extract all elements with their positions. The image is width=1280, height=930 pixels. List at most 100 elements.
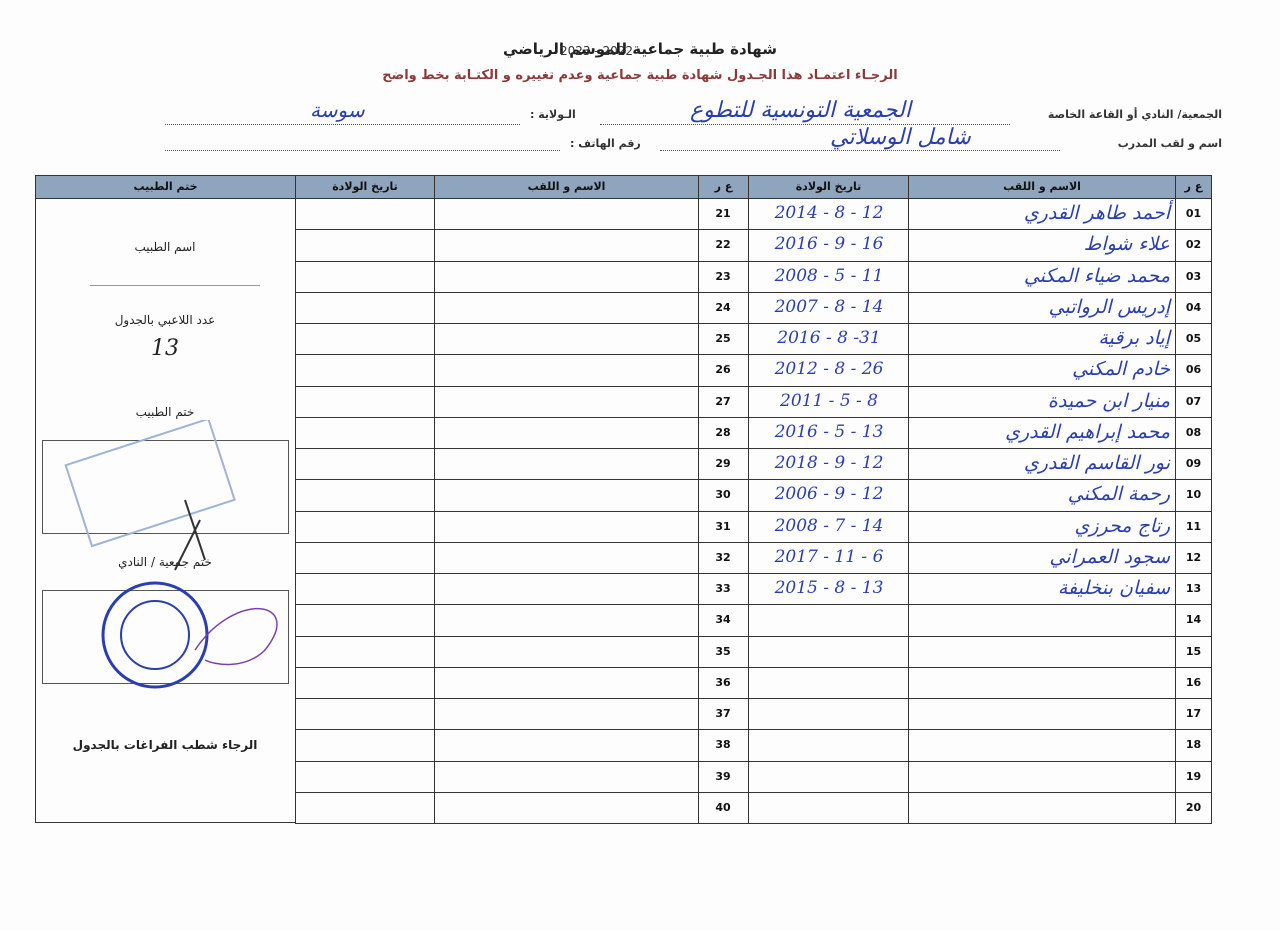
player-name: رحمة المكني xyxy=(1067,483,1170,506)
table-cell xyxy=(434,229,699,262)
table-cell xyxy=(908,698,1176,731)
table-cell xyxy=(434,604,699,637)
season: 2023 - 2022 xyxy=(560,44,634,58)
note: الرجاء شطب الفراغات بالجدول xyxy=(72,738,258,752)
row-number: 26 xyxy=(715,363,731,377)
player-name: خادم المكني xyxy=(1072,358,1170,381)
table-cell xyxy=(748,760,909,793)
table-cell xyxy=(434,260,699,293)
birth-date: 2016 - 9 - 16 xyxy=(774,234,884,255)
phone-label: رقم الهاتف : xyxy=(570,137,641,150)
table-cell xyxy=(908,635,1176,668)
row-number: 13 xyxy=(1185,582,1202,595)
table-cell xyxy=(434,791,699,824)
player-name: رتاج محرزي xyxy=(1074,514,1170,537)
stamps xyxy=(64,420,278,689)
player-name: محمد إبراهيم القدري xyxy=(1005,420,1170,443)
table-cell xyxy=(295,291,435,324)
table-cell xyxy=(295,698,435,731)
table-cell xyxy=(748,604,909,637)
table-cell xyxy=(295,635,435,668)
table-cell xyxy=(295,729,435,762)
table-cell xyxy=(295,604,435,637)
birth-date: 2016 - 8 -31 xyxy=(777,328,881,348)
row-number: 24 xyxy=(715,300,731,314)
row-number: 01 xyxy=(1185,207,1202,220)
row-number: 39 xyxy=(715,769,731,783)
birth-date: 2014 - 8 - 12 xyxy=(774,203,884,223)
table-cell xyxy=(908,666,1176,699)
club-line xyxy=(600,124,1010,125)
state-line xyxy=(165,124,520,125)
player-name: نور القاسم القدري xyxy=(1023,452,1170,474)
doctor-stamp-label: ختم الطبيب xyxy=(135,405,195,419)
coach-value: شامل الوسلاتي xyxy=(830,125,971,150)
birth-date: 2006 - 9 - 12 xyxy=(774,484,884,505)
row-number: 14 xyxy=(1185,613,1202,627)
state-label: الـولاية : xyxy=(530,108,576,121)
row-number: 37 xyxy=(715,707,731,720)
row-number: 22 xyxy=(715,238,731,252)
table-cell xyxy=(295,666,435,699)
table-cell xyxy=(434,198,699,231)
row-number: 34 xyxy=(715,613,731,627)
row-number: 17 xyxy=(1185,707,1202,720)
club-value: الجمعية التونسية للتطوع xyxy=(690,98,911,123)
table-cell xyxy=(295,573,435,606)
header-no: ع ر xyxy=(1175,175,1212,199)
row-number: 21 xyxy=(715,207,731,220)
table-cell xyxy=(295,448,435,481)
club-label: الجمعية/ النادي أو القاعة الخاصة xyxy=(1047,108,1222,121)
birth-date: 2018 - 9 - 12 xyxy=(774,453,884,473)
player-count: 13 xyxy=(151,336,179,361)
table-cell xyxy=(434,354,699,387)
table-cell xyxy=(434,541,699,574)
row-number: 15 xyxy=(1185,644,1202,658)
row-number: 36 xyxy=(715,675,731,689)
table-cell xyxy=(748,698,909,731)
row-number: 09 xyxy=(1185,457,1202,470)
instruction: الرجـاء اعتمـاد هذا الجـدول شهادة طبية ج… xyxy=(382,68,898,83)
table-cell xyxy=(908,791,1176,824)
header-no: ع ر xyxy=(698,175,749,199)
row-number: 10 xyxy=(1185,488,1202,502)
row-number: 08 xyxy=(1185,425,1202,439)
row-number: 03 xyxy=(1185,269,1202,283)
table-cell xyxy=(434,479,699,512)
row-number: 07 xyxy=(1185,394,1202,408)
player-name: محمد ضياء المكني xyxy=(1023,264,1170,287)
player-name: سفيان بنخليفة xyxy=(1057,577,1170,599)
table-cell xyxy=(295,416,435,449)
header-birth: تاريخ الولادة xyxy=(748,175,909,199)
row-number: 25 xyxy=(715,332,731,345)
header-birth: تاريخ الولادة xyxy=(295,175,435,199)
birth-date: 2007 - 8 - 14 xyxy=(774,296,884,317)
row-number: 31 xyxy=(715,519,731,533)
doctor-name-label: اسم الطبيب xyxy=(134,240,196,254)
title: شهادة طبية جماعية للموسم الرياضي xyxy=(503,40,777,58)
table-cell xyxy=(434,448,699,481)
table-cell xyxy=(434,323,699,356)
row-number: 33 xyxy=(715,582,731,595)
row-number: 19 xyxy=(1185,769,1202,783)
birth-date: 2016 - 5 - 13 xyxy=(774,421,884,442)
row-number: 04 xyxy=(1185,300,1202,314)
player-name: إياد برقية xyxy=(1098,327,1170,349)
table-cell xyxy=(434,635,699,668)
doctor-stamp-box xyxy=(42,440,289,534)
row-number: 40 xyxy=(715,800,731,814)
separator xyxy=(90,285,260,286)
table-cell xyxy=(434,416,699,449)
table-cell xyxy=(748,729,909,762)
player-name: إدريس الرواتبي xyxy=(1048,295,1170,318)
table-cell xyxy=(748,791,909,824)
table-cell xyxy=(434,510,699,543)
player-name: أحمد طاهر القدري xyxy=(1023,202,1170,224)
table-cell xyxy=(295,510,435,543)
row-number: 16 xyxy=(1185,675,1202,689)
phone-line xyxy=(165,150,560,151)
header-name: الاسم و اللقب xyxy=(908,175,1176,199)
birth-date: 2011 - 5 - 8 xyxy=(780,390,878,411)
row-number: 11 xyxy=(1185,519,1202,533)
